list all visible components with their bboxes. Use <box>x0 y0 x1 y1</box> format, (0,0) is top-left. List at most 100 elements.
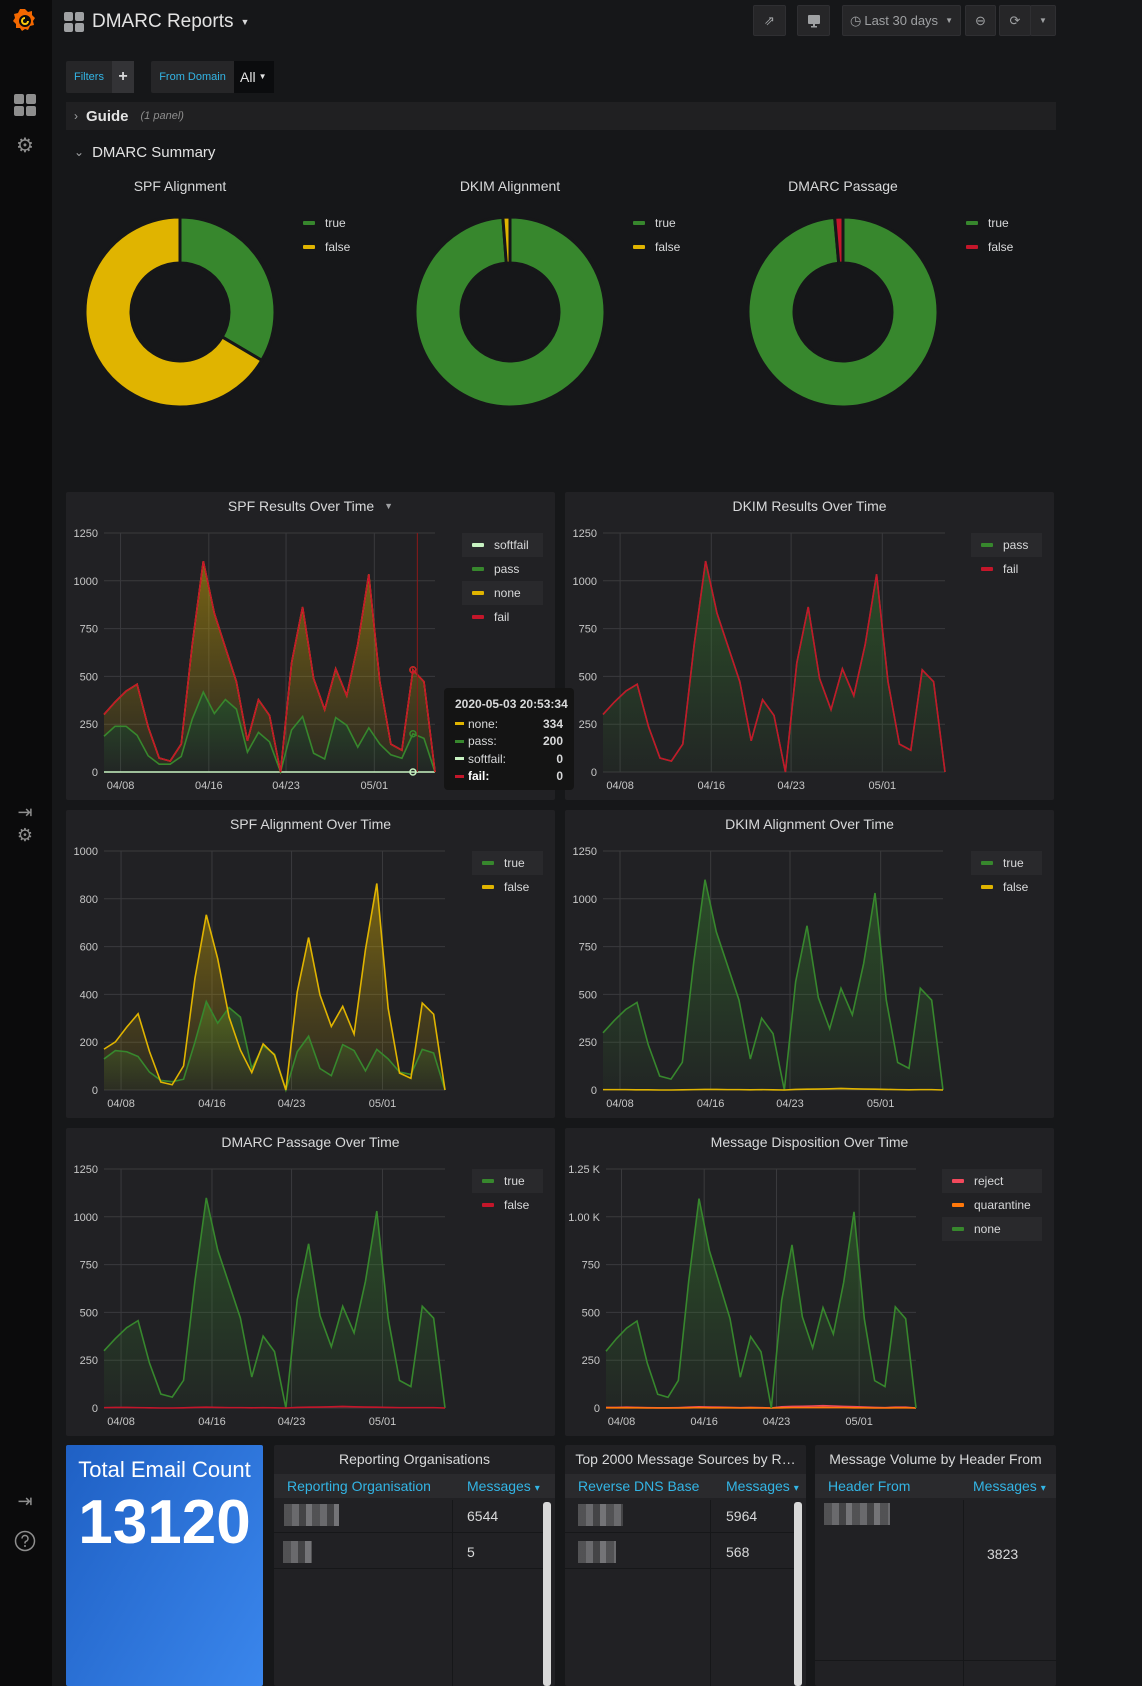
y-tick-label: 1.00 K <box>568 1212 600 1224</box>
legend-item-false[interactable]: false <box>303 235 350 259</box>
pie-slice-false[interactable] <box>833 215 845 265</box>
share-button[interactable]: ⇗ <box>753 5 786 36</box>
zoom-out-button[interactable]: ⊖ <box>965 5 996 36</box>
column-header-header-from[interactable]: Header From <box>828 1478 911 1494</box>
legend-label: quarantine <box>974 1198 1031 1212</box>
legend-item-fail[interactable]: fail <box>462 605 543 629</box>
panel-title[interactable]: DKIM Results Over Time <box>732 498 887 514</box>
sign-in-icon[interactable]: ⇥ <box>17 802 33 822</box>
table-cell-messages: 3823 <box>987 1546 1019 1562</box>
column-header-messages[interactable]: Messages ▾ <box>973 1478 1046 1494</box>
sidebar: ⚙ ⇥ ⚙ ⇥ <box>0 0 52 1686</box>
legend-label: true <box>504 1174 525 1188</box>
clock-icon: ◷ <box>850 12 862 28</box>
x-tick-label: 04/23 <box>776 1098 804 1110</box>
server-admin-gear-icon[interactable]: ⚙ <box>16 825 34 845</box>
y-tick-label: 250 <box>579 719 597 731</box>
legend-item-pass[interactable]: pass <box>462 557 543 581</box>
legend-item-true[interactable]: true <box>472 1169 543 1193</box>
y-tick-label: 500 <box>80 1307 98 1319</box>
tooltip-time: 2020-05-03 20:53:34 <box>455 697 568 711</box>
pie-slice-true[interactable] <box>178 215 277 363</box>
time-picker-button[interactable]: ◷ Last 30 days ▼ <box>842 5 961 36</box>
series-line-false[interactable] <box>603 1087 944 1091</box>
panel-title[interactable]: DKIM Alignment Over Time <box>725 816 894 832</box>
series-line-fail[interactable] <box>103 560 436 773</box>
refresh-interval-dropdown[interactable]: ▼ <box>1030 5 1056 36</box>
series-line-quarantine[interactable] <box>606 1406 917 1409</box>
table-scrollbar[interactable] <box>543 1502 551 1686</box>
legend-item-false[interactable]: false <box>966 235 1013 259</box>
tooltip-series: none: <box>468 716 499 731</box>
series-line-pass[interactable] <box>103 690 436 775</box>
legend-item-true[interactable]: true <box>303 211 350 235</box>
legend-item-true[interactable]: true <box>966 211 1013 235</box>
dashboards-icon[interactable] <box>12 94 38 116</box>
from-domain-select[interactable]: All ▼ <box>234 61 274 93</box>
legend-item-false[interactable]: false <box>971 875 1042 899</box>
legend-item-fail[interactable]: fail <box>971 557 1042 581</box>
series-line-fail[interactable] <box>602 560 946 773</box>
legend-item-false[interactable]: false <box>633 235 680 259</box>
panel-title[interactable]: SPF Alignment Over Time <box>229 816 392 832</box>
column-header-reverse-dns-base[interactable]: Reverse DNS Base <box>578 1478 700 1494</box>
legend-item-false[interactable]: false <box>472 1193 543 1217</box>
y-tick-label: 0 <box>591 1085 597 1097</box>
legend-item-quarantine[interactable]: quarantine <box>942 1193 1042 1217</box>
legend-item-reject[interactable]: reject <box>942 1169 1042 1193</box>
y-tick-label: 1250 <box>74 1164 98 1176</box>
grafana-logo-icon[interactable] <box>12 8 38 34</box>
legend-item-none[interactable]: none <box>462 581 543 605</box>
pie-slice-true[interactable] <box>746 215 940 409</box>
panel-title[interactable]: Message Disposition Over Time <box>710 1134 909 1150</box>
refresh-button[interactable]: ⟳ <box>999 5 1031 36</box>
help-icon[interactable] <box>12 1530 38 1552</box>
column-header-reporting-organisation[interactable]: Reporting Organisation <box>287 1478 431 1494</box>
row-guide[interactable]: › Guide (1 panel) <box>66 102 1056 130</box>
pie-slice-true[interactable] <box>413 215 607 409</box>
pie-slice-false[interactable] <box>83 215 264 409</box>
column-header-messages[interactable]: Messages ▾ <box>467 1478 540 1494</box>
legend-item-true[interactable]: true <box>633 211 680 235</box>
series-line-false[interactable] <box>103 883 446 1091</box>
legend-swatch <box>455 722 464 726</box>
graph-legend: true false <box>472 851 543 899</box>
legend-item-none[interactable]: none <box>942 1217 1042 1241</box>
legend-label: fail <box>494 610 510 624</box>
series-line-none[interactable] <box>605 1198 917 1409</box>
legend-item-true[interactable]: true <box>472 851 543 875</box>
y-tick-label: 1000 <box>74 1212 98 1224</box>
legend-swatch <box>472 567 484 571</box>
legend-item-softfail[interactable]: softfail <box>462 533 543 557</box>
sign-in-bottom-icon[interactable]: ⇥ <box>17 1491 33 1511</box>
y-tick-label: 0 <box>591 767 597 779</box>
table-cell-redacted <box>284 1504 339 1526</box>
y-tick-label: 0 <box>594 1403 600 1415</box>
panel-menu-caret-icon[interactable]: ▼ <box>384 501 394 511</box>
x-tick-label: 04/16 <box>195 780 223 792</box>
panel-header: Message Disposition Over Time <box>565 1134 1054 1150</box>
cycle-view-mode-button[interactable] <box>797 5 830 36</box>
legend-swatch <box>482 1203 494 1207</box>
legend-label: none <box>494 586 521 600</box>
series-line-true[interactable] <box>103 1197 446 1409</box>
series-line-false[interactable] <box>103 1405 446 1409</box>
panel-title[interactable]: DMARC Passage Over Time <box>221 1134 400 1150</box>
configuration-gear-icon[interactable]: ⚙ <box>16 135 34 157</box>
legend-item-pass[interactable]: pass <box>971 533 1042 557</box>
panel-title[interactable]: SPF Results Over Time <box>227 498 375 514</box>
legend-item-true[interactable]: true <box>971 851 1042 875</box>
tooltip-value: 0 <box>556 769 563 784</box>
pie-slice-false[interactable] <box>501 215 512 265</box>
legend-item-false[interactable]: false <box>472 875 543 899</box>
dashboard-title-picker[interactable]: DMARC Reports ▼ <box>64 11 249 33</box>
series-line-true[interactable] <box>602 879 944 1091</box>
caret-down-icon: ▼ <box>258 72 267 81</box>
pie-legend: true false <box>303 211 350 259</box>
add-filter-button[interactable]: + <box>112 61 134 93</box>
hover-point-softfail <box>409 768 417 776</box>
row-dmarc-summary[interactable]: ⌄ DMARC Summary <box>66 138 1056 166</box>
table-header: Header From Messages ▾ <box>815 1474 1056 1498</box>
table-scrollbar[interactable] <box>794 1502 802 1686</box>
column-header-messages[interactable]: Messages ▾ <box>726 1478 799 1494</box>
